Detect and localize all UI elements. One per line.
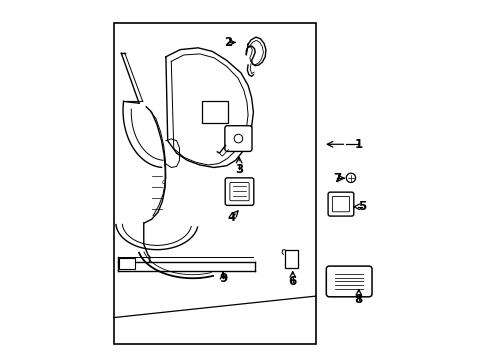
Text: c: c (162, 179, 165, 185)
FancyBboxPatch shape (225, 178, 253, 205)
FancyBboxPatch shape (224, 126, 251, 152)
FancyBboxPatch shape (229, 183, 248, 201)
Text: 1: 1 (354, 138, 362, 151)
Text: 8: 8 (354, 293, 362, 306)
Text: 2: 2 (224, 36, 232, 49)
Bar (114, 23, 315, 344)
FancyBboxPatch shape (327, 192, 353, 216)
Text: 7: 7 (333, 172, 341, 185)
Text: 9: 9 (219, 272, 227, 285)
Bar (201, 102, 228, 123)
FancyBboxPatch shape (284, 250, 298, 267)
Text: 6: 6 (288, 275, 296, 288)
FancyBboxPatch shape (325, 266, 371, 297)
FancyBboxPatch shape (332, 197, 349, 212)
Bar (119, 258, 135, 269)
Text: 4: 4 (227, 211, 236, 224)
Text: 5: 5 (358, 200, 366, 213)
Text: 3: 3 (235, 163, 243, 176)
